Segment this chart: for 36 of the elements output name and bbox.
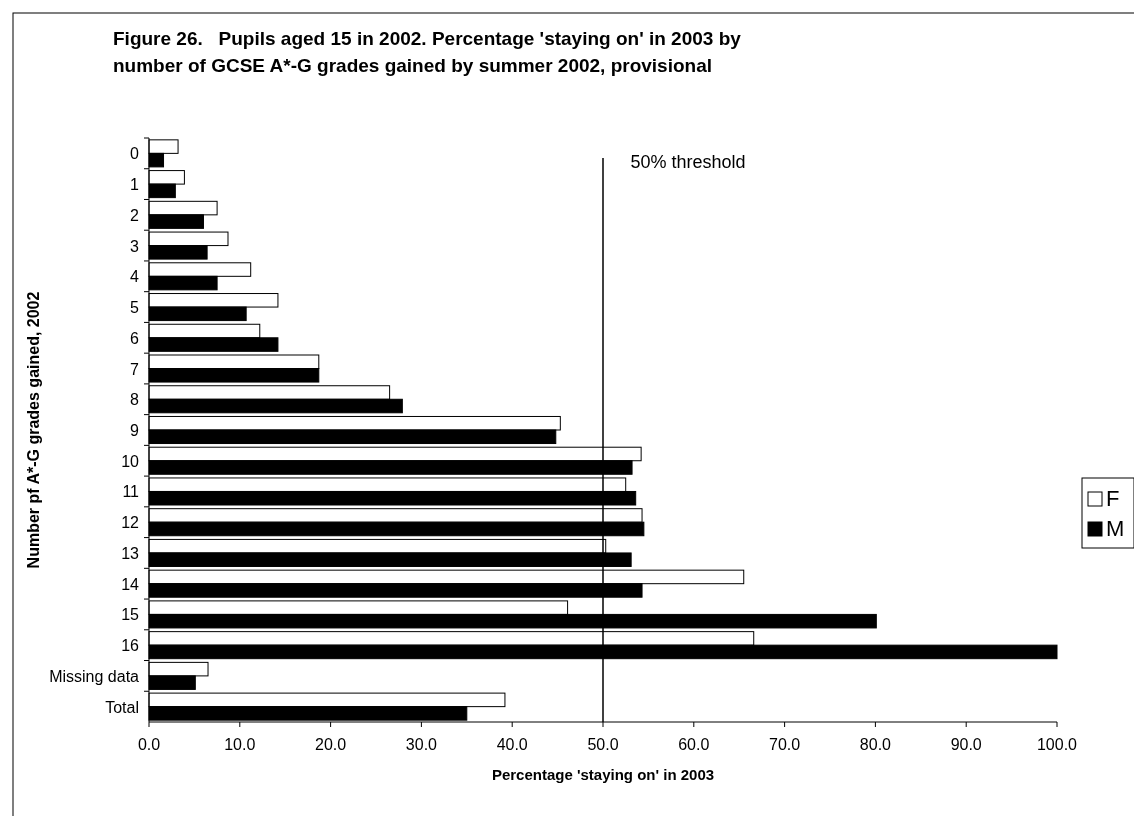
x-tick-label: 90.0	[950, 736, 982, 753]
y-tick-label: 16	[121, 637, 140, 655]
x-tick-label: 70.0	[769, 736, 801, 753]
y-tick-label: 8	[130, 391, 140, 409]
ref-line-label: 50% threshold	[630, 152, 746, 172]
y-tick-label: Total	[105, 698, 139, 716]
x-tick-label: 40.0	[496, 736, 528, 753]
x-tick-label: 0.0	[137, 736, 161, 753]
y-tick-label: 15	[121, 606, 140, 624]
x-axis-title: Percentage 'staying on' in 2003	[491, 766, 715, 783]
y-tick-label: 10	[121, 452, 140, 470]
x-tick-label: 100.0	[1036, 736, 1078, 753]
y-tick-label: 14	[121, 575, 140, 593]
y-tick-label: 7	[130, 360, 140, 378]
x-tick-label: 80.0	[859, 736, 892, 753]
x-tick-label: 50.0	[587, 736, 619, 753]
x-tick-label: 60.0	[678, 736, 710, 753]
y-tick-label: 11	[122, 483, 140, 501]
y-tick-label: 4	[130, 268, 140, 286]
chart-title: Figure 26. Pupils aged 15 in 2002. Percentage 'staying on' in 2003 by number of GCSE A*-G grades gained by summer 2002, provisional	[113, 28, 742, 76]
y-tick-label: 0	[130, 145, 140, 163]
y-axis-title: Number pf A*-G grades gained, 2002	[25, 291, 42, 569]
y-tick-label: 2	[130, 206, 140, 224]
legend-label: F	[1106, 486, 1120, 511]
x-tick-label: 20.0	[315, 736, 347, 753]
y-tick-label: Missing data	[49, 667, 140, 685]
y-tick-label: 12	[121, 514, 140, 532]
y-tick-label: 3	[130, 237, 140, 255]
legend-label: M	[1106, 516, 1125, 541]
y-tick-label: 5	[130, 299, 140, 317]
y-tick-label: 13	[121, 544, 140, 562]
y-tick-label: 1	[130, 176, 140, 194]
x-tick-label: 30.0	[405, 736, 438, 753]
y-tick-label: 9	[130, 422, 140, 439]
x-tick-label: 10.0	[224, 736, 256, 753]
y-tick-label: 6	[130, 329, 140, 347]
